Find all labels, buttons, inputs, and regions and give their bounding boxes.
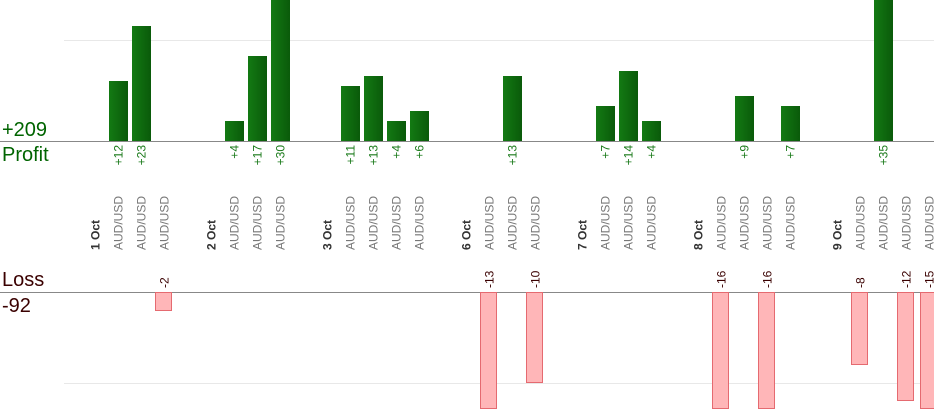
pair-label: AUD/USD xyxy=(854,196,868,250)
loss-total: -92 xyxy=(2,295,31,317)
profit-bar xyxy=(341,86,360,141)
pair-label: AUD/USD xyxy=(112,196,126,250)
profit-bar xyxy=(132,26,151,141)
pair-label: AUD/USD xyxy=(784,196,798,250)
loss-value-label: -13 xyxy=(483,270,497,288)
loss-bar xyxy=(920,292,934,409)
loss-bar xyxy=(480,292,497,409)
profit-value-label: +9 xyxy=(738,145,752,159)
profit-value-label: +12 xyxy=(112,145,126,166)
profit-value-label: +4 xyxy=(228,145,242,159)
pair-label: AUD/USD xyxy=(923,196,934,250)
pair-label: AUD/USD xyxy=(645,196,659,250)
pair-label: AUD/USD xyxy=(390,196,404,250)
profit-value-label: +13 xyxy=(367,145,381,166)
profit-bar xyxy=(781,106,800,141)
pair-label: AUD/USD xyxy=(228,196,242,250)
pair-label: AUD/USD xyxy=(738,196,752,250)
profit-bar xyxy=(364,76,383,141)
day-label: 2 Oct xyxy=(205,220,219,250)
pair-label: AUD/USD xyxy=(529,196,543,250)
profit-bar xyxy=(109,81,128,141)
pair-label: AUD/USD xyxy=(135,196,149,250)
profit-value-label: +14 xyxy=(622,145,636,166)
day-label: 1 Oct xyxy=(89,220,103,250)
day-label: 8 Oct xyxy=(692,220,706,250)
pair-label: AUD/USD xyxy=(877,196,891,250)
profit-bar xyxy=(642,121,661,141)
profit-value-label: +23 xyxy=(135,145,149,166)
profit-bar xyxy=(225,121,244,141)
pair-label: AUD/USD xyxy=(506,196,520,250)
loss-bar xyxy=(851,292,868,365)
profit-bar xyxy=(271,0,290,141)
profit-bar xyxy=(619,71,638,141)
pair-label: AUD/USD xyxy=(483,196,497,250)
pair-label: AUD/USD xyxy=(413,196,427,250)
day-label: 7 Oct xyxy=(576,220,590,250)
loss-value-label: -12 xyxy=(900,270,914,288)
pair-label: AUD/USD xyxy=(274,196,288,250)
pair-label: AUD/USD xyxy=(367,196,381,250)
profit-bar xyxy=(503,76,522,141)
profit-bar xyxy=(596,106,615,141)
day-label: 9 Oct xyxy=(831,220,845,250)
loss-value-label: -16 xyxy=(715,270,729,288)
profit-value-label: +4 xyxy=(390,145,404,159)
loss-bar xyxy=(526,292,543,383)
pair-label: AUD/USD xyxy=(622,196,636,250)
pair-label: AUD/USD xyxy=(344,196,358,250)
loss-value-label: -8 xyxy=(854,277,868,288)
day-label: 3 Oct xyxy=(321,220,335,250)
profit-value-label: +11 xyxy=(344,145,358,165)
pair-label: AUD/USD xyxy=(158,196,172,250)
profit-bar xyxy=(874,0,893,141)
loss-bar xyxy=(758,292,775,409)
pair-label: AUD/USD xyxy=(715,196,729,250)
profit-value-label: +6 xyxy=(413,145,427,159)
profit-bar xyxy=(410,111,429,141)
profit-value-label: +35 xyxy=(877,145,891,166)
day-label: 6 Oct xyxy=(460,220,474,250)
profit-value-label: +30 xyxy=(274,145,288,166)
profit-value-label: +13 xyxy=(506,145,520,166)
profit-value-label: +4 xyxy=(645,145,659,159)
profit-value-label: +7 xyxy=(599,145,613,159)
pair-label: AUD/USD xyxy=(251,196,265,250)
profit-value-label: +7 xyxy=(784,145,798,159)
profit-bar xyxy=(735,96,754,141)
loss-value-label: -2 xyxy=(158,277,172,288)
pair-label: AUD/USD xyxy=(761,196,775,250)
loss-bar xyxy=(897,292,914,401)
loss-bar xyxy=(155,292,172,311)
profit-bar xyxy=(248,56,267,141)
loss-value-label: -16 xyxy=(761,270,775,288)
profit-total: +209 xyxy=(2,119,48,141)
loss-label: Loss xyxy=(2,269,45,291)
profit-label: Profit xyxy=(2,144,49,166)
pair-label: AUD/USD xyxy=(599,196,613,250)
profit-bar xyxy=(387,121,406,141)
loss-value-label: -15 xyxy=(923,270,934,288)
loss-bar xyxy=(712,292,729,409)
loss-value-label: -10 xyxy=(529,270,543,288)
pair-label: AUD/USD xyxy=(900,196,914,250)
profit-value-label: +17 xyxy=(251,145,265,166)
